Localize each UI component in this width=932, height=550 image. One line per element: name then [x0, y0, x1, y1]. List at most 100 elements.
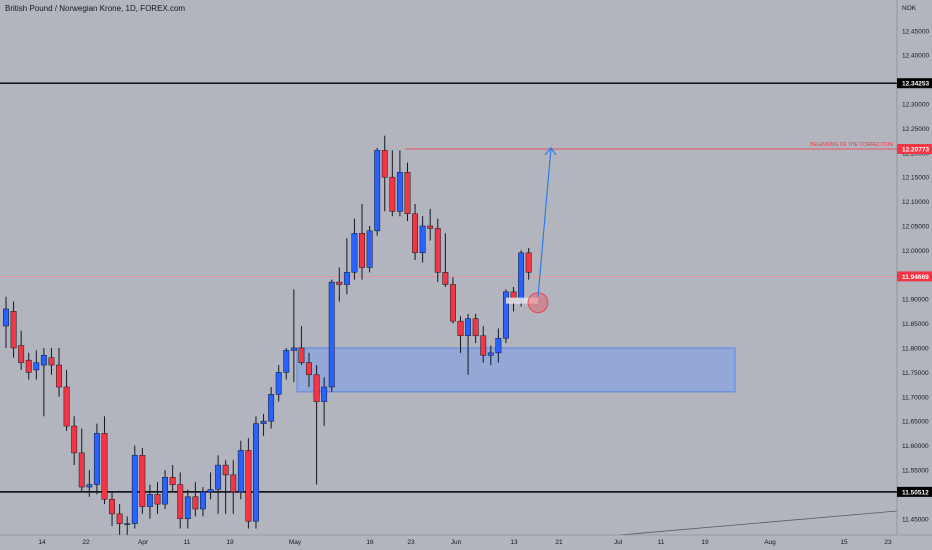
candle-bear: [18, 345, 25, 363]
candle-bear: [245, 450, 252, 522]
x-tick-label: 16: [366, 539, 374, 546]
candle-bull: [162, 477, 169, 505]
x-tick-label: Apr: [138, 539, 149, 546]
x-tick-label: 13: [510, 539, 518, 546]
x-tick-label: 21: [555, 539, 563, 546]
x-tick-label: 23: [884, 539, 892, 546]
candle-bull: [33, 362, 40, 371]
candle-bear: [313, 374, 320, 402]
candle-bear: [412, 213, 419, 254]
candle-bull: [184, 496, 191, 520]
candle-bear: [472, 318, 479, 337]
candle-bull: [207, 489, 214, 493]
x-tick-label: 22: [82, 539, 90, 546]
x-tick-label: 15: [840, 539, 848, 546]
price-label-box: [897, 144, 932, 154]
candle-bear: [48, 357, 55, 366]
candle-bull: [86, 484, 93, 488]
x-tick-label: Jul: [614, 539, 623, 546]
x-tick-label: 14: [38, 539, 46, 546]
candle-bear: [222, 464, 229, 476]
candle-bear: [427, 225, 434, 229]
candle-bull: [146, 494, 153, 507]
y-tick-label: 11.90000: [902, 297, 929, 304]
candle-bull: [321, 386, 328, 402]
candle-bull: [374, 150, 381, 232]
candle-bear: [336, 281, 343, 285]
candle-bear: [101, 433, 108, 500]
candle-bull: [40, 355, 47, 366]
trend-line[interactable]: [619, 510, 898, 536]
demand-zone[interactable]: [296, 347, 736, 393]
y-tick-label: 11.70000: [902, 394, 929, 401]
currency-label: NOK: [902, 5, 917, 12]
x-tick-label: 23: [407, 539, 415, 546]
candle-bull: [503, 291, 509, 339]
candle-bull: [495, 337, 502, 354]
price-label: 12.20773: [902, 147, 929, 154]
symbol-title: British Pound / Norwegian Krone, 1D, FOR…: [5, 4, 186, 13]
candles-layer: [3, 135, 532, 539]
price-label: 11.50512: [902, 489, 929, 496]
candle-bear: [230, 474, 237, 493]
candle-bear: [404, 172, 411, 215]
x-tick-label: 19: [226, 539, 234, 546]
y-tick-label: 11.55000: [902, 467, 929, 474]
candle-bull: [237, 450, 244, 493]
price-label-box: [897, 78, 932, 89]
y-tick-label: 12.05000: [902, 223, 929, 230]
candle-bear: [192, 496, 199, 510]
candle-bull: [268, 394, 275, 422]
arrow-head-icon: [544, 146, 557, 156]
candle-bear: [116, 513, 123, 524]
y-tick-label: 12.40000: [902, 53, 929, 60]
candle-bear: [306, 362, 312, 376]
y-tick-label: 12.10000: [902, 199, 929, 206]
correction-label: BEGINNING OF THE CORRECTION: [810, 142, 893, 148]
candle-bear: [389, 176, 396, 212]
candle-bull: [465, 318, 472, 337]
price-label: 12.34253: [902, 81, 929, 88]
candle-bull: [351, 233, 358, 273]
x-tick-label: May: [289, 539, 302, 546]
price-label-box: [897, 271, 932, 282]
candle-bull: [366, 230, 373, 268]
candle-bull: [215, 464, 222, 490]
candle-bull: [275, 372, 282, 395]
y-tick-label: 11.80000: [902, 345, 929, 352]
entry-box[interactable]: [506, 297, 538, 304]
y-tick-label: 11.60000: [902, 443, 929, 450]
candle-bear: [71, 425, 78, 454]
candle-bull: [283, 350, 290, 373]
candle-bull: [124, 523, 131, 525]
candle-bull: [200, 491, 206, 510]
y-tick-label: 12.00000: [902, 248, 929, 255]
y-tick-label: 11.75000: [902, 370, 929, 377]
candle-bull: [290, 347, 297, 351]
y-tick-label: 12.25000: [902, 126, 929, 133]
x-tick-label: 11: [658, 539, 665, 546]
price-label: 11.94669: [902, 274, 929, 281]
candle-bear: [56, 364, 62, 388]
candle-bear: [298, 347, 305, 363]
x-tick-label: 19: [701, 539, 709, 546]
candle-bull: [93, 433, 100, 485]
time-axis[interactable]: [0, 535, 932, 550]
candle-bear: [177, 484, 184, 520]
candle-bear: [457, 320, 464, 337]
candle-bull: [343, 272, 350, 285]
candle-bull: [518, 252, 525, 302]
y-tick-label: 11.45000: [902, 516, 929, 523]
candle-bear: [434, 228, 441, 273]
candle-bear: [63, 386, 70, 427]
x-tick-label: Aug: [764, 539, 776, 546]
candle-bull: [131, 455, 138, 524]
price-label-box: [897, 486, 932, 497]
candle-bear: [480, 335, 487, 356]
y-tick-label: 12.15000: [902, 175, 929, 182]
candle-bull: [328, 281, 335, 388]
projection-arrow[interactable]: [537, 147, 552, 297]
candle-bear: [109, 499, 115, 515]
candle-bear: [449, 284, 456, 322]
